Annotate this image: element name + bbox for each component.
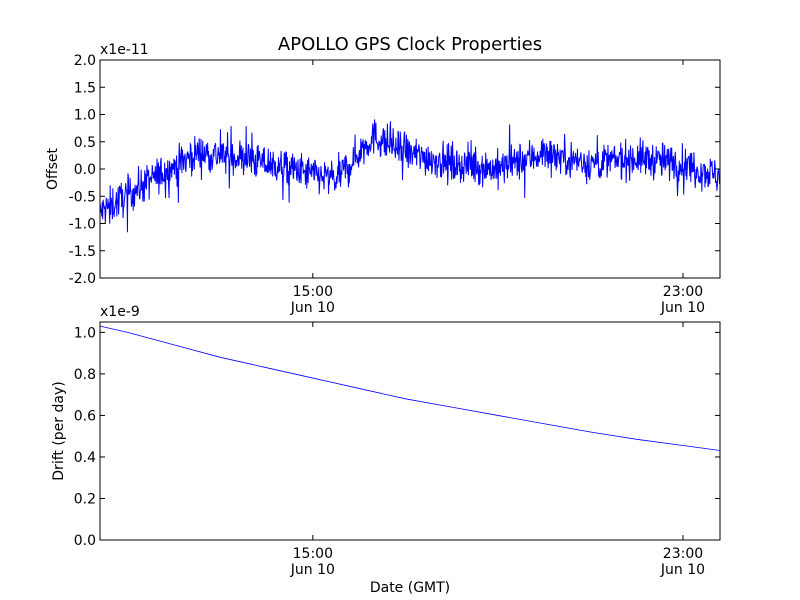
y-axis-label: Offset bbox=[45, 147, 61, 190]
panel-offset: -2.0-1.5-1.0-0.50.00.51.01.52.015:00Jun … bbox=[45, 42, 721, 316]
series-line-offset bbox=[100, 119, 720, 233]
x-tick-time-label: 23:00 bbox=[663, 284, 703, 300]
series-line-drift bbox=[100, 325, 720, 451]
y-tick-label: 0.0 bbox=[74, 162, 96, 178]
plot-frame bbox=[99, 321, 721, 541]
x-axis-label: Date (GMT) bbox=[370, 580, 450, 596]
y-tick-label: 1.0 bbox=[74, 108, 96, 124]
y-tick-label: -1.5 bbox=[69, 244, 96, 260]
x-tick-time-label: 15:00 bbox=[293, 546, 333, 562]
y-tick-label: 1.5 bbox=[74, 80, 96, 96]
y-tick-label: 0.8 bbox=[74, 367, 96, 383]
x-tick-time-label: 15:00 bbox=[293, 284, 333, 300]
x-tick-time-label: 23:00 bbox=[663, 546, 703, 562]
chart-panels: -2.0-1.5-1.0-0.50.00.51.01.52.015:00Jun … bbox=[45, 42, 721, 596]
y-scale-label: x1e-9 bbox=[100, 304, 140, 320]
y-tick-label: 0.5 bbox=[74, 135, 96, 151]
y-tick-label: -1.0 bbox=[69, 217, 96, 233]
x-tick-date-label: Jun 10 bbox=[660, 300, 705, 316]
y-axis-label: Drift (per day) bbox=[51, 381, 67, 480]
x-tick-date-label: Jun 10 bbox=[290, 300, 335, 316]
y-tick-label: 2.0 bbox=[74, 53, 96, 69]
y-scale-label: x1e-11 bbox=[100, 42, 149, 58]
chart-title: APOLLO GPS Clock Properties bbox=[278, 34, 542, 55]
x-tick-date-label: Jun 10 bbox=[660, 562, 705, 578]
y-tick-label: 0.0 bbox=[74, 533, 96, 549]
y-tick-label: -0.5 bbox=[69, 189, 96, 205]
y-tick-label: -2.0 bbox=[69, 271, 96, 287]
y-tick-label: 0.6 bbox=[74, 408, 96, 424]
x-tick-date-label: Jun 10 bbox=[290, 562, 335, 578]
y-tick-label: 1.0 bbox=[74, 325, 96, 341]
y-tick-label: 0.4 bbox=[74, 450, 96, 466]
y-tick-label: 0.2 bbox=[74, 491, 96, 507]
